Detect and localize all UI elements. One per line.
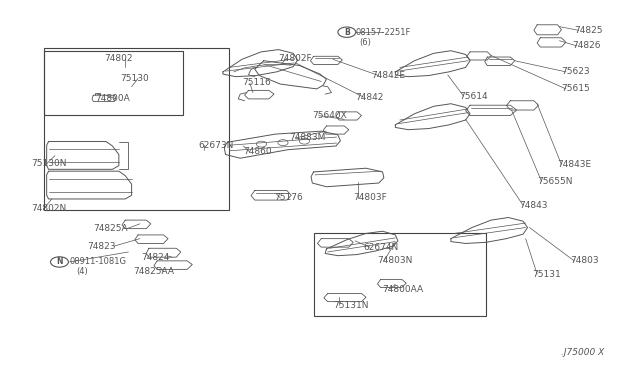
Text: (6): (6): [360, 38, 371, 47]
Text: 75640X: 75640X: [312, 111, 347, 120]
Text: 74825AA: 74825AA: [134, 267, 175, 276]
Text: 74803N: 74803N: [378, 256, 413, 265]
Text: 75131: 75131: [532, 270, 561, 279]
Text: 74825A: 74825A: [93, 224, 128, 233]
Text: 74803: 74803: [570, 256, 599, 265]
Text: 74860: 74860: [243, 147, 272, 156]
Text: 75130: 75130: [120, 74, 149, 83]
Text: 74800A: 74800A: [95, 94, 130, 103]
Text: 74843: 74843: [519, 201, 548, 210]
Text: 08911-1081G: 08911-1081G: [70, 257, 127, 266]
Text: 74802: 74802: [104, 54, 133, 62]
Text: 74803F: 74803F: [353, 193, 387, 202]
Text: 74842: 74842: [355, 93, 383, 102]
Text: 75623: 75623: [561, 67, 590, 76]
Text: 74843E: 74843E: [557, 160, 592, 169]
Bar: [44, 51, 182, 115]
Text: 74824: 74824: [141, 253, 170, 262]
Text: N: N: [56, 257, 63, 266]
Text: .J75000 X: .J75000 X: [561, 348, 605, 357]
Text: (4): (4): [76, 267, 88, 276]
Text: 74823: 74823: [87, 241, 115, 250]
Text: 62674N: 62674N: [364, 243, 399, 251]
Text: 75130N: 75130N: [31, 159, 67, 168]
Text: 74826: 74826: [572, 41, 601, 51]
Text: 74802F: 74802F: [278, 54, 312, 62]
Text: 74883M: 74883M: [289, 133, 326, 142]
Text: 74800AA: 74800AA: [383, 285, 424, 294]
Text: 08157-2251F: 08157-2251F: [355, 28, 410, 37]
Text: B: B: [344, 28, 349, 37]
Text: 75131N: 75131N: [333, 301, 368, 310]
Text: 75655N: 75655N: [537, 177, 573, 186]
Text: 74842E: 74842E: [371, 71, 405, 80]
Text: 74825: 74825: [574, 26, 603, 35]
Bar: [44, 48, 229, 210]
Text: 62673N: 62673N: [198, 141, 234, 150]
Text: 75615: 75615: [561, 84, 590, 93]
Text: 75176: 75176: [274, 193, 303, 202]
Text: 75614: 75614: [460, 92, 488, 101]
Text: 74802N: 74802N: [31, 204, 67, 213]
Bar: [314, 234, 486, 317]
Text: 75116: 75116: [242, 78, 271, 87]
